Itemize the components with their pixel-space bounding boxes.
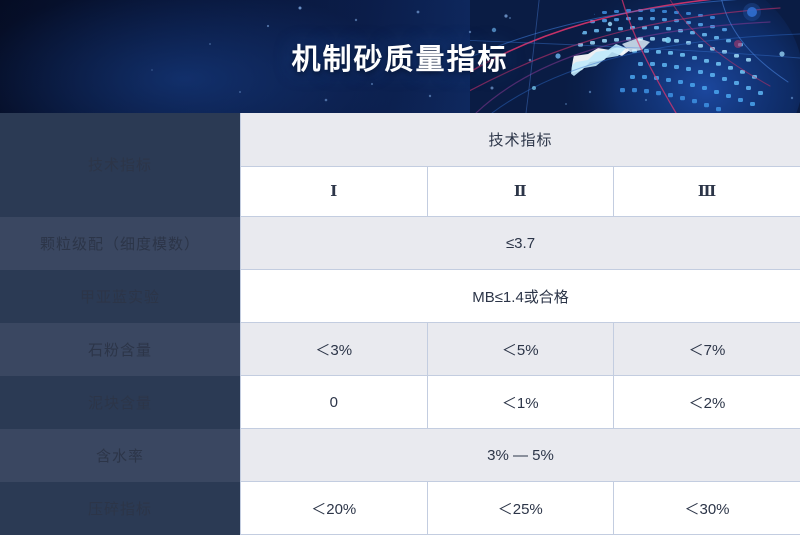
row-value-grade-3: ＜2% [614,376,800,429]
table-row: 石粉含量 ＜3% ＜5% ＜7% [0,323,800,376]
row-label: 压碎指标 [0,482,241,535]
table-row: 压碎指标 ＜20% ＜25% ＜30% [0,482,800,535]
page-title: 机制砂质量指标 [291,36,508,78]
row-value-grade-2: ＜25% [427,482,614,535]
row-label: 石粉含量 [0,323,241,376]
row-label: 泥块含量 [0,376,241,429]
row-value-grade-1: ＜3% [241,323,428,376]
quality-indicator-table: 技术指标 技术指标 Ⅰ Ⅱ Ⅲ 颗粒级配（细度模数） ≤3.7 甲亚蓝实验 MB… [0,113,800,535]
header-grade-2: Ⅱ [427,167,614,217]
table-row: 颗粒级配（细度模数） ≤3.7 [0,217,800,270]
row-value-grade-1: ＜20% [241,482,428,535]
row-value-grade-2: ＜1% [427,376,614,429]
row-label: 颗粒级配（细度模数） [0,217,241,270]
header-grade-3: Ⅲ [614,167,800,217]
row-label: 含水率 [0,429,241,482]
header-label-cell: 技术指标 [0,113,241,217]
table-row: 甲亚蓝实验 MB≤1.4或合格 [0,270,800,323]
row-value-merged: 3% — 5% [241,429,800,482]
table-row: 含水率 3% — 5% [0,429,800,482]
row-value-grade-1: 0 [241,376,428,429]
row-value-grade-3: ＜30% [614,482,800,535]
row-value-merged: MB≤1.4或合格 [241,270,800,323]
row-value-grade-3: ＜7% [614,323,800,376]
table-row: 泥块含量 0 ＜1% ＜2% [0,376,800,429]
row-value-merged: ≤3.7 [241,217,800,270]
row-value-grade-2: ＜5% [427,323,614,376]
banner-title: 机制砂质量指标 [0,0,800,113]
page-banner: 机制砂质量指标 [0,0,800,113]
row-label: 甲亚蓝实验 [0,270,241,323]
table-header-row-group: 技术指标 技术指标 [0,113,800,167]
header-grade-1: Ⅰ [241,167,428,217]
header-group-cell: 技术指标 [241,113,800,167]
